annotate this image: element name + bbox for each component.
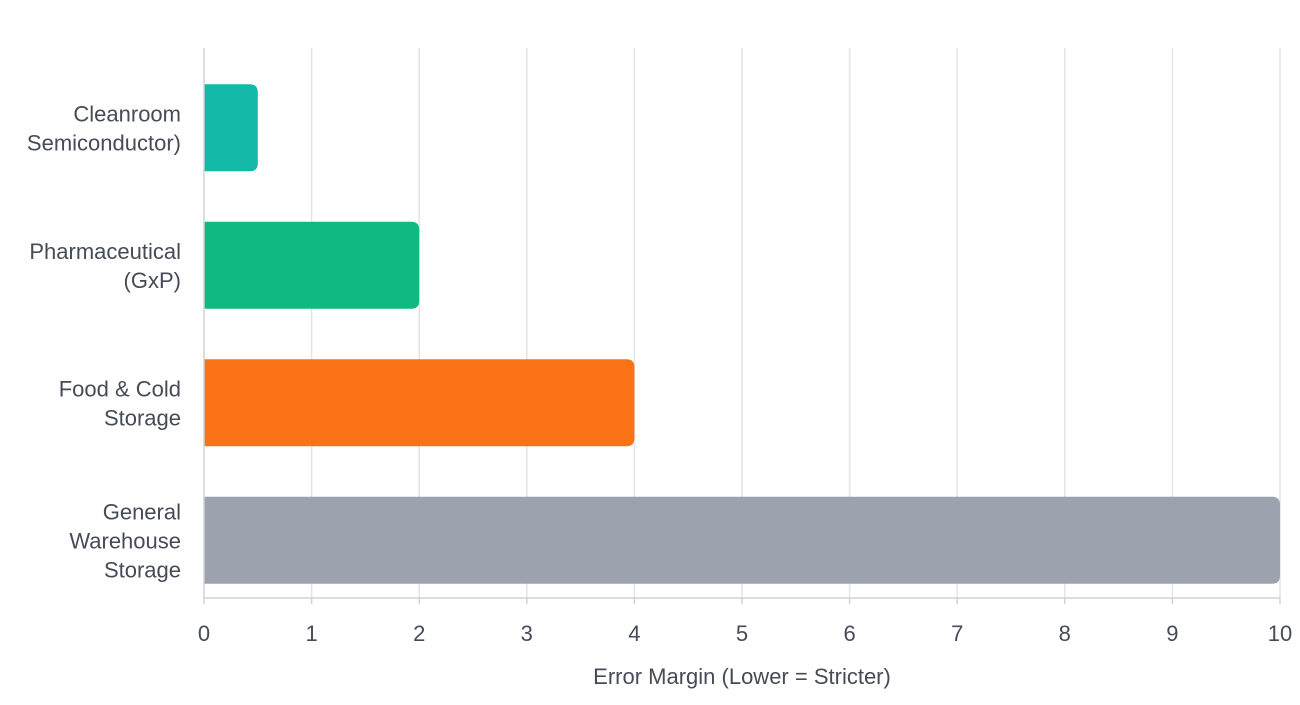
x-axis-title: Error Margin (Lower = Stricter) [593,664,891,689]
category-label-line: Storage [104,557,181,582]
x-tick-label-1: 1 [305,621,317,646]
category-label-line: Semiconductor) [27,130,181,155]
x-tick-label-7: 7 [951,621,963,646]
bar-3 [204,496,1280,584]
x-tick-label-10: 10 [1268,621,1292,646]
category-label-2: Food & Cold Storage [59,376,181,430]
category-labels: Cleanroom Semiconductor) Pharmaceutical (Gx… [27,101,181,582]
x-tick-label-6: 6 [843,621,855,646]
x-tick-label-9: 9 [1166,621,1178,646]
category-label-0: Cleanroom Semiconductor) [27,101,181,155]
category-label-line: Warehouse [69,528,181,553]
x-tick-label-2: 2 [413,621,425,646]
bar-2 [204,359,635,447]
category-label-line: Food & Cold [59,376,181,401]
x-tick-label-8: 8 [1059,621,1071,646]
bar-0 [204,84,258,172]
category-label-line: Pharmaceutical [29,239,181,264]
category-label-line: Storage [104,405,181,430]
category-label-line: Cleanroom [73,101,181,126]
x-tick-label-0: 0 [198,621,210,646]
category-label-3: General Warehouse Storage [69,499,181,582]
x-tick-label-5: 5 [736,621,748,646]
category-label-line: General [103,499,181,524]
x-tick-label-3: 3 [521,621,533,646]
x-tick-label-4: 4 [628,621,640,646]
bar-1 [204,221,420,309]
category-label-1: Pharmaceutical (GxP) [29,239,181,293]
x-axis-ticks: 0 1 2 3 4 5 6 7 8 9 10 [198,598,1292,646]
category-label-line: (GxP) [124,268,181,293]
bars [204,84,1280,584]
